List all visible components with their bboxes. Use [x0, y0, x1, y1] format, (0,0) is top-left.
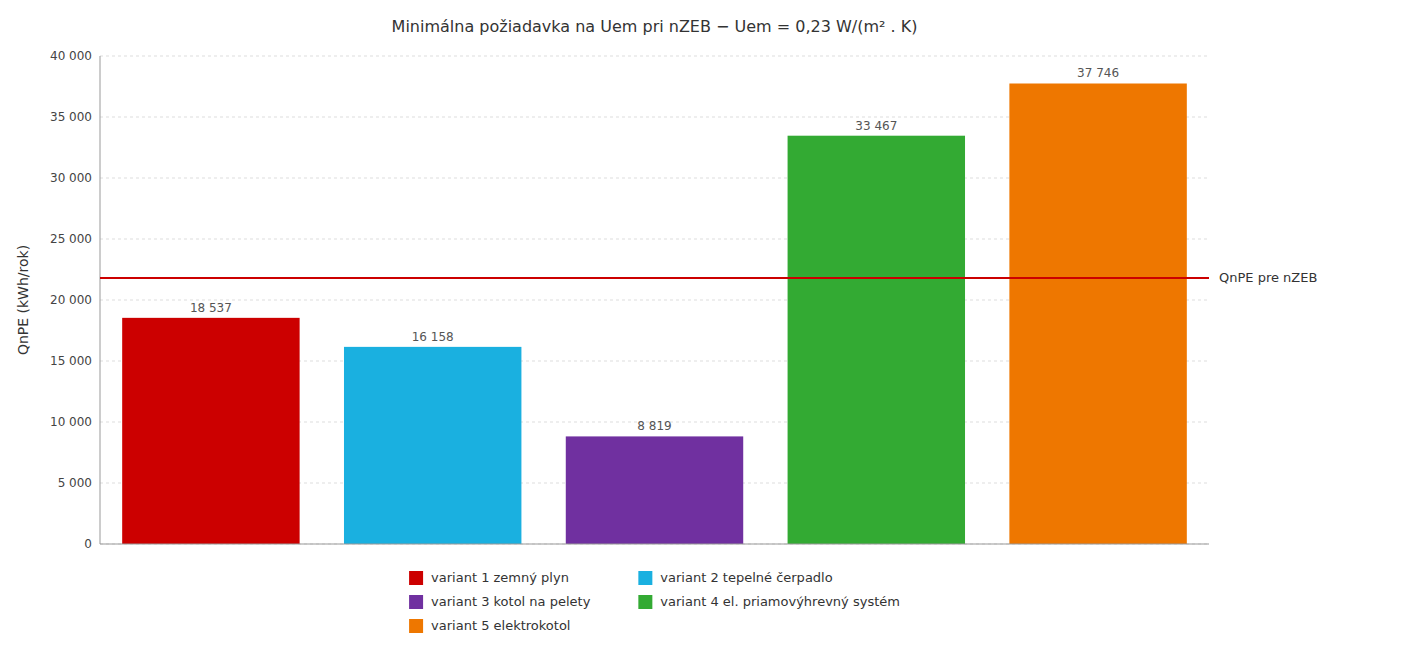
y-tick-label: 40 000 [50, 49, 92, 63]
legend-item: variant 2 tepelné čerpadlo [638, 570, 832, 586]
y-axis-label: QnPE (kWh/rok) [15, 245, 31, 355]
chart: Minimálna požiadavka na Uem pri nZEB − U… [0, 0, 1409, 664]
legend-label: variant 3 kotol na pelety [431, 594, 591, 609]
grid [100, 56, 1209, 544]
data-labels: 18 537 16 158 8 819 33 467 37 746 [190, 66, 1119, 433]
y-tick-label: 35 000 [50, 110, 92, 124]
legend-swatch [409, 571, 423, 585]
legend-item: variant 1 zemný plyn [409, 570, 569, 586]
bar [566, 436, 743, 544]
title: Minimálna požiadavka na Uem pri nZEB − U… [392, 17, 918, 36]
x-axis-line [100, 544, 1209, 545]
reference-label: QnPE pre nZEB [1219, 270, 1317, 285]
bars [122, 83, 1187, 544]
data-label: 8 819 [637, 419, 671, 433]
legend-swatch [638, 571, 652, 585]
grid-line [100, 56, 1209, 57]
legend-item: variant 4 el. priamovýhrevný systém [638, 594, 900, 610]
y-tick-label: 20 000 [50, 293, 92, 307]
legend-item: variant 5 elektrokotol [409, 618, 570, 634]
y-axis-line [100, 56, 101, 544]
annotations: QnPE pre nZEB [100, 270, 1317, 285]
data-label: 16 158 [412, 330, 454, 344]
legend-label: variant 5 elektrokotol [431, 618, 570, 633]
legend-label: variant 4 el. priamovýhrevný systém [660, 594, 900, 609]
bar [122, 318, 299, 544]
bar [1009, 83, 1186, 544]
legend: variant 1 zemný plyn variant 2 tepelné če… [409, 570, 900, 634]
y-tick-label: 10 000 [50, 415, 92, 429]
legend-label: variant 2 tepelné čerpadlo [660, 570, 832, 585]
grid-line [100, 544, 1209, 545]
legend-item: variant 3 kotol na pelety [409, 594, 591, 610]
data-label: 18 537 [190, 301, 232, 315]
legend-swatch [409, 619, 423, 633]
y-tick-label: 30 000 [50, 171, 92, 185]
y-tick-label: 15 000 [50, 354, 92, 368]
legend-label: variant 1 zemný plyn [431, 570, 569, 585]
bar [344, 347, 521, 544]
data-label: 33 467 [855, 119, 897, 133]
reference-line [100, 277, 1209, 279]
y-tick-label: 25 000 [50, 232, 92, 246]
data-label: 37 746 [1077, 66, 1119, 80]
bar [788, 136, 965, 544]
y-tick-label: 5 000 [58, 476, 92, 490]
y-tick-label: 0 [84, 537, 92, 551]
y-ticks: 0 5 000 10 000 15 000 20 000 25 000 30 000 35 0… [50, 49, 92, 551]
legend-swatch [409, 595, 423, 609]
legend-swatch [638, 595, 652, 609]
